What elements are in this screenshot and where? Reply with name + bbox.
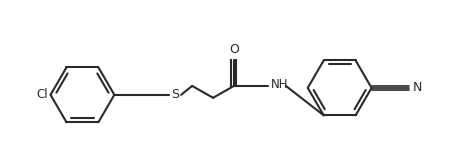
Text: S: S bbox=[171, 88, 179, 101]
Text: N: N bbox=[412, 81, 421, 94]
Text: O: O bbox=[229, 43, 238, 56]
Text: Cl: Cl bbox=[36, 88, 47, 101]
Text: NH: NH bbox=[270, 78, 288, 91]
